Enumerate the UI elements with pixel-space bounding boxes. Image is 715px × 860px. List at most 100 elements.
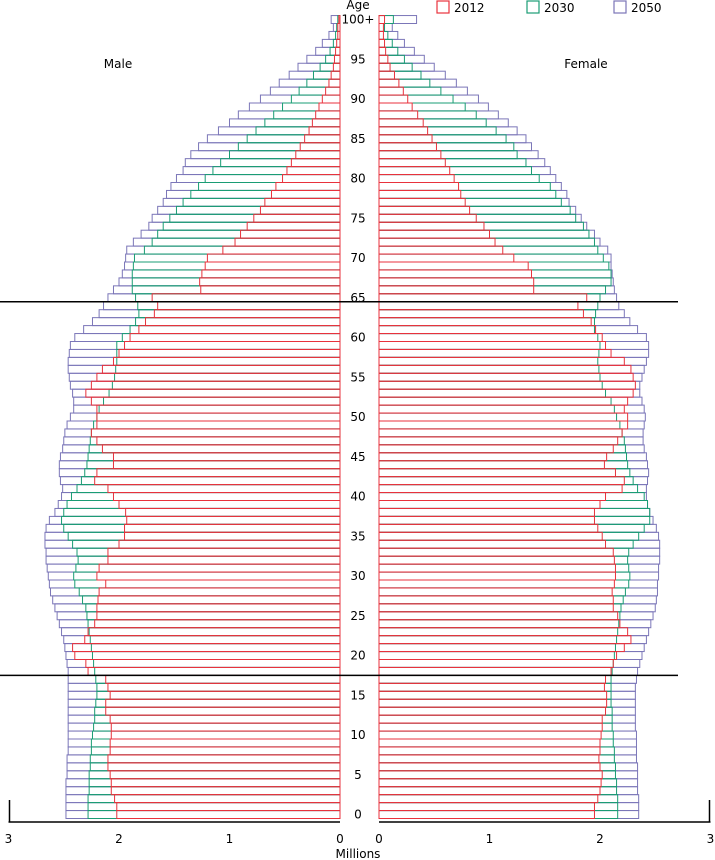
bar-male-2030-age-81 [212,166,341,176]
bar-male-2030-age-48 [90,428,341,438]
bar-female-2012-age-62 [378,317,592,327]
bar-female-2050-age-71 [378,245,609,255]
bar-male-2012-age-88 [315,110,341,120]
bar-female-2012-age-75 [378,213,477,223]
bar-male-2030-age-26 [85,603,341,613]
bar-female-2030-age-46 [378,444,626,454]
bar-female-2030-age-76 [378,205,571,215]
bar-female-2030-age-82 [378,158,527,168]
bar-male-2030-age-96 [329,46,341,56]
bar-male-2030-age-86 [255,126,341,136]
bar-female-2012-age-3 [378,786,601,796]
bar-male-2012-age-91 [325,86,341,96]
bar-male-2050-age-68 [121,269,341,279]
bar-male-2012-age-15 [109,690,341,700]
bar-female-2030-age-18 [378,666,613,676]
bar-male-2012-age-3 [110,786,341,796]
bar-female-2030-age-16 [378,682,612,692]
bar-female-2050-age-98 [378,30,399,40]
bar-male-2050-age-49 [66,420,341,430]
bar-male-2050-age-20 [65,651,341,660]
bar-female-2050-age-26 [378,603,656,613]
bar-female-2012-age-42 [378,476,625,486]
bar-female-2012-age-20 [378,651,618,660]
bar-female-2030-age-39 [378,500,649,509]
bar-female-2050-age-16 [378,682,636,692]
bar-female-2012-age-78 [378,189,462,199]
bar-male-2012-age-30 [96,571,341,581]
bar-male-2050-age-95 [306,54,341,64]
bar-male-2030-age-94 [319,62,341,72]
bar-female-2030-age-45 [378,452,628,462]
bar-male-2012-age-100 [338,15,341,24]
bar-male-2012-age-65 [151,293,341,303]
bar-female-2030-age-8 [378,746,615,756]
bar-male-2012-age-40 [112,492,341,501]
bar-female-2050-age-93 [378,70,446,80]
bar-female-2050-age-95 [378,54,425,64]
bar-male-2012-age-29 [105,579,341,589]
bar-female-2050-age-6 [378,762,639,772]
bar-male-2050-age-61 [83,325,341,335]
bar-male-2012-age-64 [157,301,341,311]
bar-female-2050-age-50 [378,412,646,422]
bar-male-2030-age-58 [116,348,341,358]
bar-male-2030-age-47 [89,436,341,446]
bar-male-2012-age-45 [112,452,341,462]
bar-female-2050-age-55 [378,372,643,382]
bar-male-2030-age-6 [89,762,341,772]
bar-female-2050-age-58 [378,348,650,358]
bar-male-2030-age-7 [89,754,341,764]
bar-male-2050-age-46 [62,444,341,454]
bar-male-2050-age-84 [198,142,341,152]
bar-female-2012-age-91 [378,86,404,96]
bar-female-2012-age-97 [378,38,386,48]
bar-male-2012-age-95 [333,54,341,64]
bar-male-2012-age-32 [107,555,341,565]
bar-male-2030-age-83 [229,150,341,160]
bar-female-2030-age-60 [378,333,599,342]
bar-male-2012-age-59 [124,341,341,350]
bar-female-2012-age-88 [378,110,419,120]
bar-female-2050-age-22 [378,635,647,645]
bar-female-2012-age-21 [378,643,625,653]
bar-female-2030-age-63 [378,309,597,319]
bar-male-2030-age-35 [67,531,341,541]
bar-female-2012-age-79 [378,182,460,191]
bar-female-2050-age-7 [378,754,637,764]
bar-male-2012-age-83 [295,150,341,160]
bar-female-2050-age-82 [378,158,546,168]
bar-female-2030-age-23 [378,627,619,637]
bar-female-2030-age-83 [378,150,518,160]
bar-female-2050-age-5 [378,770,639,780]
bar-female-2030-age-13 [378,706,613,716]
bar-female-2050-age-36 [378,523,657,533]
bar-female-2012-age-22 [378,635,632,645]
bar-male-2050-age-69 [124,261,341,271]
bar-female-2012-age-98 [378,30,384,40]
bar-female-2030-age-94 [378,62,413,72]
bar-female-2050-age-99 [378,23,393,32]
bar-female-2012-age-99 [378,23,384,32]
bar-female-2050-age-31 [378,563,660,573]
bar-female-2012-age-74 [378,221,485,231]
bar-male-2012-age-82 [290,158,341,168]
bar-female-2012-age-61 [378,325,597,335]
bar-female-2012-age-8 [378,746,601,756]
bar-male-2050-age-62 [91,317,341,327]
bar-female-2050-age-63 [378,309,625,319]
bar-male-2050-age-32 [45,555,341,565]
bar-male-2050-age-96 [315,46,341,56]
bar-female-2030-age-67 [378,277,612,287]
bar-male-2050-age-58 [68,348,341,358]
bar-female-2012-age-48 [378,428,623,438]
bar-female-2050-age-73 [378,229,595,239]
bar-male-2030-age-92 [306,78,341,88]
legend-swatch-2050 [613,0,627,14]
bar-male-2030-age-13 [94,706,341,716]
bar-female-2030-age-85 [378,134,507,144]
bar-female-2050-age-81 [378,166,551,176]
bar-female-2012-age-29 [378,579,615,589]
bar-male-2050-age-59 [69,341,341,350]
bar-female-2030-age-42 [378,476,634,486]
